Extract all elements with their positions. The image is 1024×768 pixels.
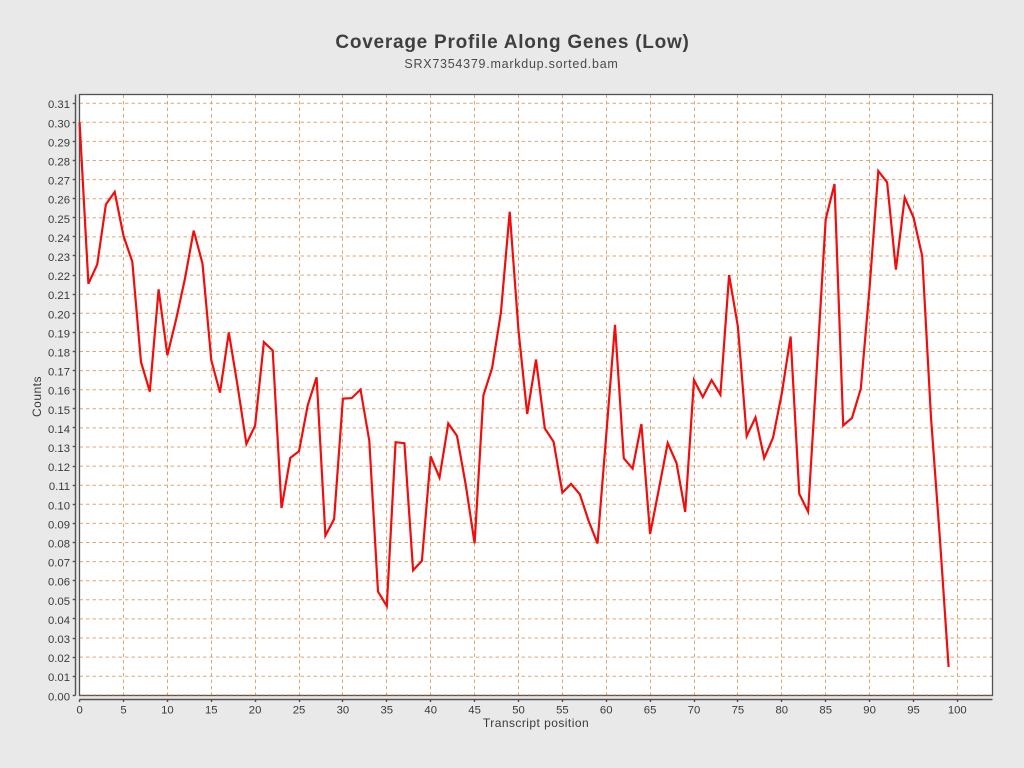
svg-text:0.27: 0.27	[48, 176, 70, 188]
svg-text:20: 20	[249, 705, 262, 717]
svg-text:10: 10	[161, 705, 174, 717]
svg-text:60: 60	[600, 705, 613, 717]
svg-text:0.10: 0.10	[48, 500, 70, 512]
svg-text:0: 0	[76, 705, 82, 717]
svg-text:SRX7354379.markdup.sorted.bam: SRX7354379.markdup.sorted.bam	[404, 57, 618, 71]
svg-text:0.06: 0.06	[48, 577, 70, 589]
svg-text:35: 35	[381, 705, 394, 717]
svg-text:0.18: 0.18	[48, 348, 70, 360]
svg-text:0.09: 0.09	[48, 519, 70, 531]
svg-text:50: 50	[512, 705, 525, 717]
svg-text:15: 15	[205, 705, 218, 717]
svg-text:0.24: 0.24	[48, 233, 70, 245]
svg-text:0.21: 0.21	[48, 290, 70, 302]
svg-text:40: 40	[424, 705, 437, 717]
svg-text:30: 30	[337, 705, 350, 717]
svg-text:0.14: 0.14	[48, 424, 70, 436]
svg-text:0.12: 0.12	[48, 462, 70, 474]
svg-text:0.00: 0.00	[48, 691, 70, 703]
svg-text:25: 25	[293, 705, 306, 717]
svg-text:45: 45	[468, 705, 481, 717]
svg-text:0.17: 0.17	[48, 367, 70, 379]
svg-text:0.26: 0.26	[48, 195, 70, 207]
svg-text:Transcript position: Transcript position	[483, 716, 589, 730]
svg-text:0.07: 0.07	[48, 558, 70, 570]
svg-text:Counts: Counts	[30, 376, 44, 417]
svg-text:85: 85	[819, 705, 832, 717]
svg-text:Coverage Profile Along Genes (: Coverage Profile Along Genes (Low)	[335, 32, 689, 53]
svg-text:95: 95	[907, 705, 920, 717]
svg-text:70: 70	[688, 705, 701, 717]
svg-text:0.30: 0.30	[48, 118, 70, 130]
svg-text:5: 5	[120, 705, 126, 717]
svg-text:0.23: 0.23	[48, 252, 70, 264]
svg-text:0.22: 0.22	[48, 271, 70, 283]
svg-text:0.13: 0.13	[48, 443, 70, 455]
svg-text:0.20: 0.20	[48, 309, 70, 321]
svg-text:90: 90	[863, 705, 876, 717]
svg-text:0.28: 0.28	[48, 157, 70, 169]
svg-text:0.29: 0.29	[48, 137, 70, 149]
svg-text:0.04: 0.04	[48, 615, 70, 627]
svg-text:0.19: 0.19	[48, 328, 70, 340]
svg-text:0.05: 0.05	[48, 596, 70, 608]
svg-text:65: 65	[644, 705, 657, 717]
svg-text:0.02: 0.02	[48, 653, 70, 665]
svg-text:0.25: 0.25	[48, 214, 70, 226]
svg-text:0.08: 0.08	[48, 539, 70, 551]
svg-text:55: 55	[556, 705, 569, 717]
svg-text:75: 75	[732, 705, 745, 717]
svg-text:0.31: 0.31	[48, 99, 70, 111]
svg-text:100: 100	[948, 705, 967, 717]
svg-text:0.15: 0.15	[48, 405, 70, 417]
svg-text:0.03: 0.03	[48, 634, 70, 646]
svg-text:80: 80	[776, 705, 789, 717]
svg-text:0.11: 0.11	[49, 481, 70, 493]
svg-text:0.01: 0.01	[48, 672, 70, 684]
svg-text:0.16: 0.16	[48, 386, 70, 398]
